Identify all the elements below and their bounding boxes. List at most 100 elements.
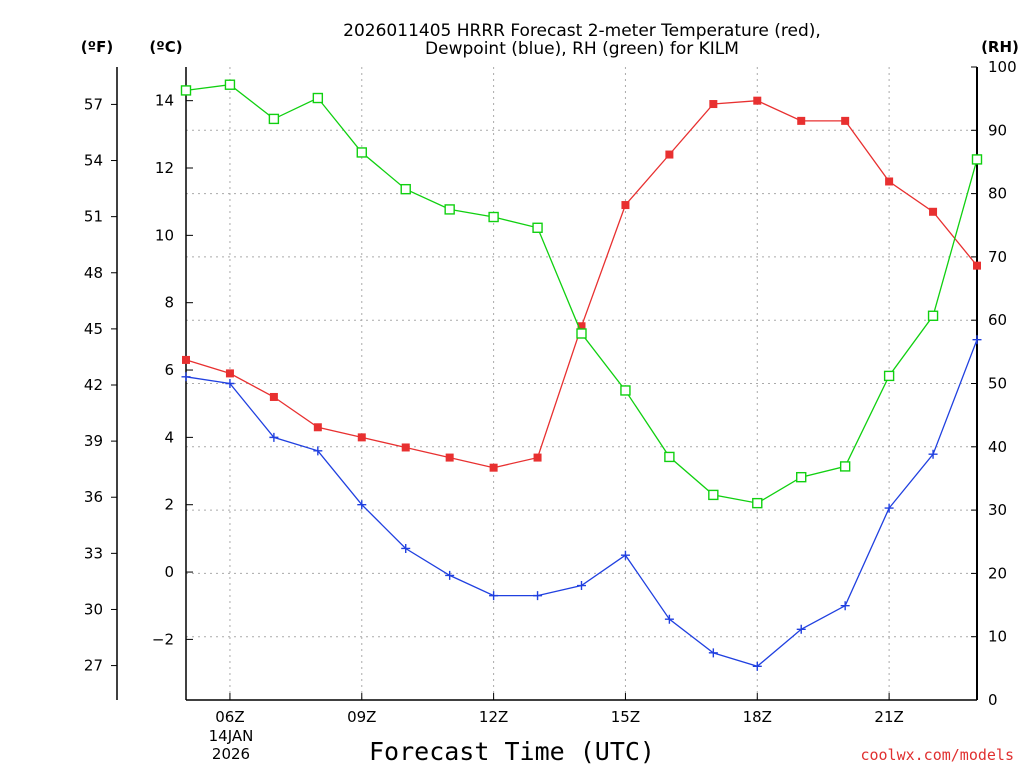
axes: −2 0 2 4 6 8 10 12 14 27 30 33 36 39 42 45 48 51 54 57 0 10 20… xyxy=(84,58,1017,726)
dewpoint-point xyxy=(972,335,982,345)
2-meter-temperature-point xyxy=(973,261,981,270)
x-tick-label: 06Z xyxy=(215,708,244,726)
2-meter-temperature-point xyxy=(753,96,762,105)
2-meter-temperature-point xyxy=(533,453,542,462)
2-meter-temperature-point xyxy=(445,453,454,462)
rh-tick-label: 50 xyxy=(988,375,1007,393)
2-meter-temperature-point xyxy=(621,201,630,210)
rh-point xyxy=(444,204,455,215)
rh-tick-label: 40 xyxy=(988,438,1007,456)
dewpoint-point xyxy=(445,570,455,580)
dewpoint-point xyxy=(752,661,762,671)
2-meter-temperature-point xyxy=(401,443,410,452)
dewpoint-point xyxy=(796,624,806,634)
rh-point xyxy=(796,471,807,483)
dewpoint-point xyxy=(269,432,279,442)
dewpoint-line xyxy=(185,339,978,668)
2-meter-temperature-point xyxy=(797,116,806,125)
dewpoint-point xyxy=(225,379,235,388)
celsius-tick-label: 12 xyxy=(155,159,174,177)
celsius-tick-label: −2 xyxy=(152,630,174,648)
rh-point xyxy=(883,370,895,382)
data-series xyxy=(180,79,983,671)
celsius-tick-label: 0 xyxy=(164,563,174,581)
chart-title-line2: Dewpoint (blue), RH (green) for KILM xyxy=(425,39,739,59)
date-label-month: 14JAN xyxy=(209,727,254,745)
rh-tick-label: 20 xyxy=(988,564,1007,582)
date-label-year: 2026 xyxy=(212,745,250,763)
2-meter-temperature-point xyxy=(929,207,938,216)
rh-point xyxy=(927,310,939,321)
celsius-tick-label: 10 xyxy=(155,226,174,244)
2-meter-temperature-point xyxy=(225,369,234,378)
x-tick-label: 15Z xyxy=(611,708,640,726)
fahrenheit-unit-label: (ºF) xyxy=(81,38,113,56)
celsius-tick-label: 2 xyxy=(164,496,174,514)
2-meter-temperature-point xyxy=(313,423,322,432)
rh-tick-label: 80 xyxy=(988,185,1007,203)
celsius-unit-label: (ºC) xyxy=(149,38,182,56)
dewpoint-point xyxy=(357,500,367,510)
celsius-tick-label: 6 xyxy=(164,361,174,379)
2-meter-temperature-point xyxy=(709,100,718,109)
rh-tick-label: 30 xyxy=(988,501,1007,519)
rh-unit-label: (RH) xyxy=(981,38,1019,56)
fahrenheit-tick-label: 54 xyxy=(84,152,103,170)
rh-tick-label: 10 xyxy=(988,628,1007,646)
celsius-tick-label: 8 xyxy=(164,294,174,312)
dewpoint-point xyxy=(533,591,543,601)
fahrenheit-tick-label: 27 xyxy=(84,657,103,675)
x-tick-label: 12Z xyxy=(479,708,508,726)
dewpoint-point xyxy=(884,503,894,513)
rh-point xyxy=(576,328,587,339)
dewpoint-point xyxy=(577,581,586,591)
x-tick-label: 21Z xyxy=(874,708,903,726)
dewpoint-point xyxy=(664,614,674,624)
rh-point xyxy=(268,113,280,125)
credit-text[interactable]: coolwx.com/models xyxy=(860,746,1014,764)
fahrenheit-tick-label: 42 xyxy=(84,376,103,394)
rh-point xyxy=(488,211,499,223)
2-meter-temperature-point xyxy=(269,392,278,401)
dewpoint-point xyxy=(489,591,499,601)
rh-tick-label: 90 xyxy=(988,121,1007,139)
celsius-tick-label: 14 xyxy=(155,92,174,110)
rh-point xyxy=(532,222,543,233)
rh-line xyxy=(185,84,978,504)
2-meter-temperature-point xyxy=(182,355,190,364)
x-tick-label: 18Z xyxy=(743,708,772,726)
dewpoint-point xyxy=(401,543,411,553)
x-tick-label: 09Z xyxy=(347,708,376,726)
rh-tick-label: 0 xyxy=(988,691,998,709)
fahrenheit-tick-label: 48 xyxy=(84,264,103,282)
2-meter-temperature-point xyxy=(885,177,894,186)
rh-tick-label: 70 xyxy=(988,248,1007,266)
rh-point xyxy=(708,489,719,501)
dewpoint-point xyxy=(928,449,938,459)
fahrenheit-tick-label: 30 xyxy=(84,600,103,618)
rh-point xyxy=(839,461,851,472)
fahrenheit-tick-label: 33 xyxy=(84,544,103,562)
rh-point xyxy=(400,183,411,195)
dewpoint-point xyxy=(313,446,323,456)
2-meter-temperature-point xyxy=(841,116,850,125)
celsius-tick-label: 4 xyxy=(164,428,174,446)
rh-point xyxy=(752,497,763,509)
2-meter-temperature-line xyxy=(185,100,978,469)
dewpoint-point xyxy=(620,550,630,560)
rh-point xyxy=(971,154,983,165)
dewpoint-point xyxy=(708,648,718,658)
fahrenheit-tick-label: 51 xyxy=(84,208,103,226)
chart-title-line1: 2026011405 HRRR Forecast 2-meter Tempera… xyxy=(343,21,821,41)
dewpoint-point xyxy=(840,601,850,611)
rh-point xyxy=(224,79,236,90)
fahrenheit-tick-label: 45 xyxy=(84,320,103,338)
dewpoint-point xyxy=(181,372,191,382)
2-meter-temperature-point xyxy=(357,433,366,442)
grid-lines xyxy=(186,67,977,700)
rh-point xyxy=(312,92,324,104)
2-meter-temperature-point xyxy=(489,463,498,472)
fahrenheit-tick-label: 39 xyxy=(84,432,103,450)
x-axis-label: Forecast Time (UTC) xyxy=(369,737,655,766)
